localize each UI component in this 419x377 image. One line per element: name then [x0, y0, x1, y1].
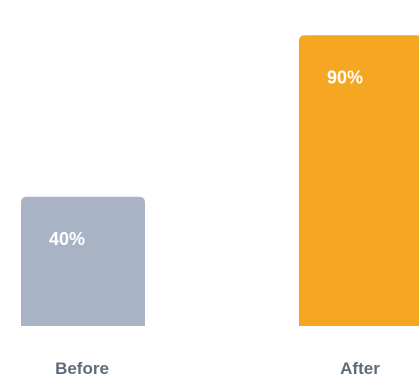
value-label-before: 40%	[49, 229, 85, 249]
category-label-before: Before	[55, 359, 109, 377]
value-labels-group: 40% 90%	[49, 67, 363, 249]
category-label-after: After	[340, 359, 380, 377]
value-label-after: 90%	[327, 67, 363, 87]
bar-after	[299, 35, 419, 326]
bars-group	[21, 35, 419, 326]
bar-before	[21, 196, 145, 326]
category-labels-group: Before After	[55, 359, 380, 377]
